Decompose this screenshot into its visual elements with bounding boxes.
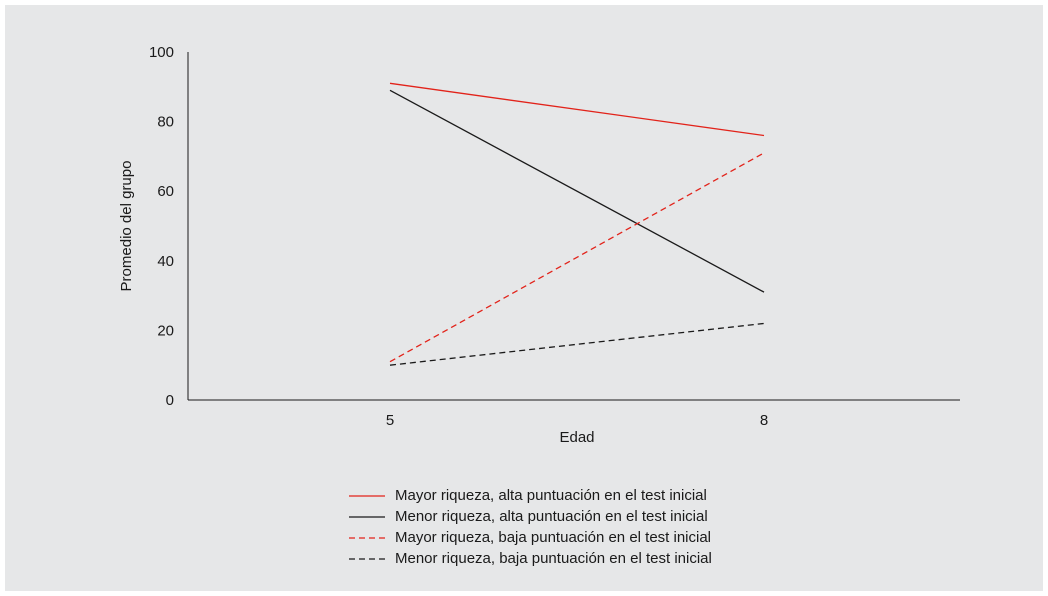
y-tick-label: 100 (149, 44, 174, 61)
x-tick-label: 8 (760, 412, 768, 429)
x-tick-label: 5 (386, 412, 394, 429)
legend-item: Mayor riqueza, alta puntuación en el tes… (349, 485, 712, 506)
legend-swatch (349, 494, 385, 497)
legend-swatch (349, 515, 385, 518)
legend-label: Menor riqueza, alta puntuación en el tes… (395, 508, 708, 525)
legend-label: Menor riqueza, baja puntuación en el tes… (395, 550, 712, 567)
legend-item: Menor riqueza, alta puntuación en el tes… (349, 506, 712, 527)
legend-swatch (349, 557, 385, 560)
y-tick-label: 80 (157, 114, 174, 131)
y-tick-label: 40 (157, 253, 174, 270)
y-tick-label: 60 (157, 183, 174, 200)
y-axis-label: Promedio del grupo (118, 161, 135, 292)
legend-item: Menor riqueza, baja puntuación en el tes… (349, 548, 712, 569)
series-line (389, 82, 765, 137)
y-tick-label: 20 (157, 322, 174, 339)
chart-panel: 0 20 40 60 80 100 5 8 Edad Promedio del grupo M… (5, 5, 1043, 591)
chart-axes: 0 20 40 60 80 100 5 8 (149, 44, 960, 429)
series-line (389, 152, 765, 363)
legend-label: Mayor riqueza, alta puntuación en el tes… (395, 487, 707, 504)
y-tick-label: 0 (166, 392, 174, 409)
legend-label: Mayor riqueza, baja puntuación en el tes… (395, 529, 712, 546)
line-chart: 0 20 40 60 80 100 5 8 Edad Promedio del grupo (118, 44, 960, 446)
axis-labels: Edad Promedio del grupo (118, 161, 595, 446)
legend-item: Mayor riqueza, baja puntuación en el tes… (349, 527, 712, 548)
chart-legend: Mayor riqueza, alta puntuación en el tes… (349, 485, 712, 569)
series-lines (389, 82, 765, 366)
x-axis-label: Edad (559, 429, 594, 446)
series-line (389, 322, 765, 366)
legend-swatch (349, 536, 385, 539)
series-line (389, 89, 765, 293)
